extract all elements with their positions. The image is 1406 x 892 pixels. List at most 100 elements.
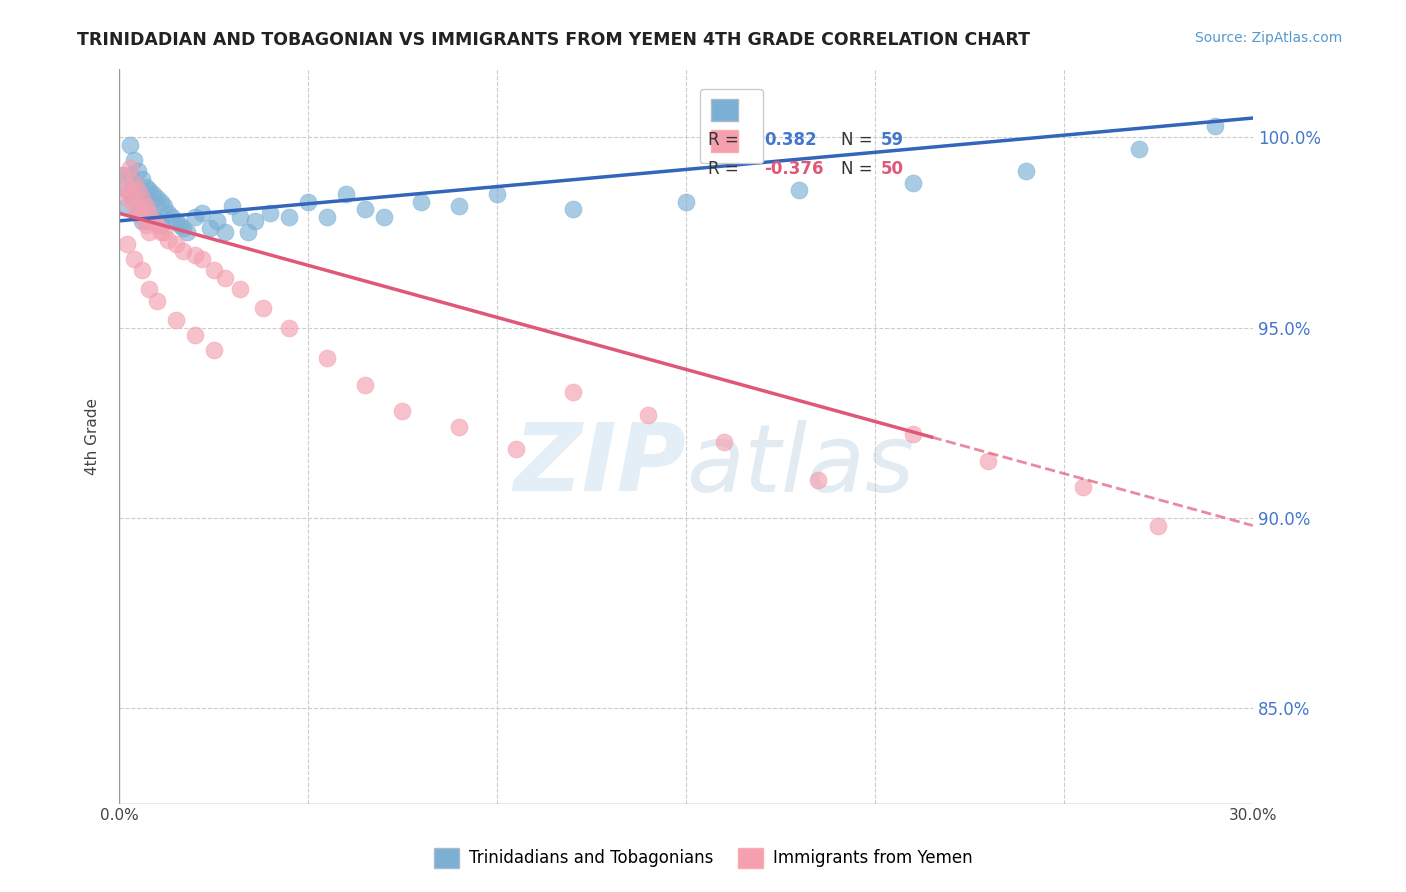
Point bbox=[278, 320, 301, 334]
Point bbox=[172, 244, 194, 259]
Point bbox=[142, 214, 165, 228]
Point bbox=[789, 183, 811, 197]
Point bbox=[259, 206, 281, 220]
Point bbox=[134, 179, 156, 194]
Point bbox=[176, 225, 198, 239]
Point bbox=[131, 214, 153, 228]
Point bbox=[153, 225, 176, 239]
Text: Source: ZipAtlas.com: Source: ZipAtlas.com bbox=[1195, 31, 1343, 45]
Point bbox=[122, 252, 145, 266]
Point bbox=[131, 191, 153, 205]
Point bbox=[236, 225, 259, 239]
Point bbox=[243, 214, 266, 228]
Point bbox=[1015, 164, 1038, 178]
Point bbox=[214, 225, 236, 239]
Point bbox=[122, 176, 145, 190]
Point bbox=[134, 218, 156, 232]
Point bbox=[157, 233, 180, 247]
Point bbox=[134, 199, 156, 213]
Point bbox=[316, 210, 339, 224]
Point bbox=[149, 225, 172, 239]
Point bbox=[901, 176, 924, 190]
Point bbox=[120, 168, 142, 182]
Point bbox=[127, 206, 149, 220]
Point bbox=[138, 183, 160, 197]
Text: 50: 50 bbox=[880, 160, 904, 178]
Point bbox=[221, 199, 243, 213]
Point bbox=[977, 454, 1000, 468]
Point bbox=[411, 194, 433, 209]
Point bbox=[127, 183, 149, 197]
Point bbox=[153, 199, 176, 213]
Point bbox=[485, 187, 508, 202]
Point bbox=[229, 282, 252, 296]
Point bbox=[353, 202, 375, 217]
Point bbox=[122, 176, 145, 190]
Text: 0.382: 0.382 bbox=[765, 130, 817, 149]
Point bbox=[169, 218, 191, 232]
Point bbox=[149, 194, 172, 209]
Point bbox=[198, 221, 221, 235]
Point bbox=[561, 385, 583, 400]
Point bbox=[637, 408, 659, 422]
Point bbox=[142, 210, 165, 224]
Point bbox=[111, 168, 134, 182]
Point bbox=[138, 206, 160, 220]
Point bbox=[1071, 481, 1094, 495]
Legend: Trinidadians and Tobagonians, Immigrants from Yemen: Trinidadians and Tobagonians, Immigrants… bbox=[427, 841, 979, 875]
Point bbox=[120, 161, 142, 175]
Point bbox=[120, 187, 142, 202]
Point bbox=[115, 183, 138, 197]
Y-axis label: 4th Grade: 4th Grade bbox=[86, 398, 100, 475]
Point bbox=[165, 214, 187, 228]
Point bbox=[157, 206, 180, 220]
Point bbox=[127, 202, 149, 217]
Point bbox=[1204, 119, 1226, 133]
Point bbox=[138, 225, 160, 239]
Text: ZIP: ZIP bbox=[513, 419, 686, 511]
Point bbox=[183, 328, 205, 343]
Point bbox=[146, 191, 169, 205]
Point bbox=[134, 194, 156, 209]
Point bbox=[561, 202, 583, 217]
Point bbox=[122, 191, 145, 205]
Point bbox=[160, 210, 183, 224]
Point bbox=[316, 351, 339, 365]
Point bbox=[202, 343, 225, 358]
Point bbox=[449, 419, 471, 434]
Point bbox=[1147, 518, 1170, 533]
Point bbox=[505, 442, 527, 457]
Point bbox=[807, 473, 830, 487]
Point bbox=[229, 210, 252, 224]
Point bbox=[146, 293, 169, 308]
Point bbox=[901, 427, 924, 442]
Point bbox=[713, 434, 735, 449]
Point bbox=[131, 172, 153, 186]
Point bbox=[183, 248, 205, 262]
Point bbox=[131, 210, 153, 224]
Point bbox=[278, 210, 301, 224]
Point bbox=[122, 199, 145, 213]
Point bbox=[191, 252, 214, 266]
Point bbox=[142, 187, 165, 202]
Text: R =: R = bbox=[709, 160, 744, 178]
Point bbox=[297, 194, 319, 209]
Point bbox=[214, 271, 236, 285]
Point bbox=[449, 199, 471, 213]
Point bbox=[111, 168, 134, 182]
Point bbox=[1128, 141, 1150, 155]
Point bbox=[138, 206, 160, 220]
Point bbox=[115, 191, 138, 205]
Point bbox=[149, 218, 172, 232]
Point bbox=[353, 377, 375, 392]
Legend: , : , bbox=[700, 88, 763, 163]
Point bbox=[138, 282, 160, 296]
Text: -0.376: -0.376 bbox=[765, 160, 824, 178]
Point bbox=[165, 236, 187, 251]
Point bbox=[146, 218, 169, 232]
Point bbox=[373, 210, 395, 224]
Point bbox=[191, 206, 214, 220]
Point bbox=[675, 194, 697, 209]
Point bbox=[127, 164, 149, 178]
Text: N =: N = bbox=[842, 160, 879, 178]
